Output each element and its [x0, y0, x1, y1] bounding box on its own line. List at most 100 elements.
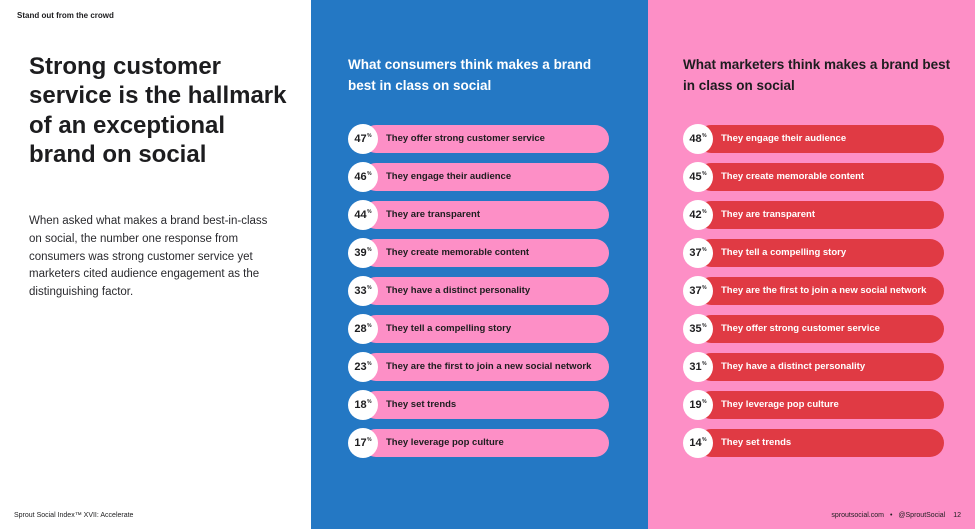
percent-badge: 17%	[348, 428, 378, 458]
percent-sign: %	[367, 361, 372, 367]
percent-value: 37	[689, 285, 702, 297]
consumers-list: 47% They offer strong customer service 46%…	[348, 124, 609, 467]
percent-sign: %	[702, 437, 707, 443]
percent-sign: %	[702, 399, 707, 405]
list-item: 31% They have a distinct personality	[683, 352, 944, 382]
percent-badge: 14%	[683, 428, 713, 458]
result-bar	[697, 201, 944, 229]
list-item: 17% They leverage pop culture	[348, 428, 609, 458]
percent-badge: 35%	[683, 314, 713, 344]
result-label: They leverage pop culture	[386, 437, 504, 448]
marketers-panel: What marketers think makes a brand best …	[648, 0, 975, 529]
percent-value: 39	[354, 247, 367, 259]
marketers-list: 48% They engage their audience 45% They cre…	[683, 124, 944, 467]
result-label: They tell a compelling story	[721, 247, 847, 258]
consumers-panel: What consumers think makes a brand best …	[311, 0, 648, 529]
percent-value: 33	[354, 285, 367, 297]
list-item: 39% They create memorable content	[348, 238, 609, 268]
result-label: They set trends	[386, 399, 457, 410]
percent-badge: 33%	[348, 276, 378, 306]
list-item: 14% They set trends	[683, 428, 944, 458]
list-item: 37% They are the first to join a new soci…	[683, 276, 944, 306]
result-bar	[362, 125, 609, 153]
result-bar	[362, 239, 609, 267]
footer-handle: @SproutSocial	[898, 512, 946, 519]
footer-site: sproutsocial.com	[831, 512, 884, 519]
result-label: They are the first to join a new social …	[721, 285, 927, 296]
percent-sign: %	[367, 437, 372, 443]
result-bar	[697, 125, 944, 153]
result-bar	[362, 353, 609, 381]
result-bar	[697, 429, 944, 457]
page-headline: Strong customer service is the hallmark …	[29, 53, 287, 169]
list-item: 46% They engage their audience	[348, 162, 609, 192]
percent-badge: 47%	[348, 124, 378, 154]
percent-badge: 44%	[348, 200, 378, 230]
percent-sign: %	[367, 171, 372, 177]
percent-badge: 37%	[683, 238, 713, 268]
percent-sign: %	[367, 209, 372, 215]
result-label: They leverage pop culture	[721, 399, 839, 410]
percent-value: 31	[689, 361, 702, 373]
percent-sign: %	[702, 323, 707, 329]
percent-sign: %	[702, 171, 707, 177]
result-bar	[362, 315, 609, 343]
section-kicker: Stand out from the crowd	[17, 11, 114, 20]
result-bar	[362, 391, 609, 419]
result-label: They offer strong customer service	[721, 323, 880, 334]
percent-value: 18	[354, 399, 367, 411]
intro-paragraph: When asked what makes a brand best-in-cl…	[29, 215, 268, 299]
list-item: 48% They engage their audience	[683, 124, 944, 154]
percent-badge: 48%	[683, 124, 713, 154]
list-item: 23% They are the first to join a new soci…	[348, 352, 609, 382]
percent-value: 37	[689, 247, 702, 259]
footer-separator: •	[889, 512, 893, 519]
list-item: 42% They are transparent	[683, 200, 944, 230]
percent-value: 47	[354, 133, 367, 145]
percent-badge: 18%	[348, 390, 378, 420]
result-label: They tell a compelling story	[386, 323, 512, 334]
result-bar	[362, 201, 609, 229]
list-item: 35% They offer strong customer service	[683, 314, 944, 344]
percent-sign: %	[367, 247, 372, 253]
percent-value: 14	[689, 437, 702, 449]
percent-badge: 23%	[348, 352, 378, 382]
result-label: They offer strong customer service	[386, 133, 545, 144]
percent-sign: %	[367, 133, 372, 139]
percent-sign: %	[702, 285, 707, 291]
percent-badge: 45%	[683, 162, 713, 192]
percent-value: 35	[689, 323, 702, 335]
percent-value: 19	[689, 399, 702, 411]
list-item: 18% They set trends	[348, 390, 609, 420]
marketers-title: What marketers think makes a brand best …	[683, 57, 951, 93]
result-bar	[697, 163, 944, 191]
result-label: They have a distinct personality	[386, 285, 531, 296]
result-bar	[697, 277, 944, 305]
result-label: They set trends	[721, 437, 792, 448]
percent-badge: 39%	[348, 238, 378, 268]
result-label: They are the first to join a new social …	[386, 361, 592, 372]
report-name: Sprout Social Index™ XVII: Accelerate	[14, 512, 134, 519]
percent-value: 48	[689, 133, 702, 145]
result-bar	[697, 391, 944, 419]
list-item: 44% They are transparent	[348, 200, 609, 230]
list-item: 19% They leverage pop culture	[683, 390, 944, 420]
percent-value: 46	[354, 171, 367, 183]
intro-column: Stand out from the crowd Strong customer…	[0, 0, 311, 529]
result-label: They are transparent	[386, 209, 480, 220]
percent-sign: %	[702, 133, 707, 139]
percent-sign: %	[702, 361, 707, 367]
result-label: They create memorable content	[386, 247, 530, 258]
result-bar	[697, 315, 944, 343]
percent-badge: 28%	[348, 314, 378, 344]
percent-sign: %	[367, 399, 372, 405]
consumers-title: What consumers think makes a brand best …	[348, 57, 592, 93]
percent-value: 45	[689, 171, 702, 183]
result-bar	[697, 353, 944, 381]
list-item: 28% They tell a compelling story	[348, 314, 609, 344]
percent-sign: %	[367, 285, 372, 291]
page-footer: sproutsocial.com • @SproutSocial 12	[831, 512, 961, 519]
percent-badge: 37%	[683, 276, 713, 306]
percent-value: 17	[354, 437, 367, 449]
result-bar	[362, 163, 609, 191]
